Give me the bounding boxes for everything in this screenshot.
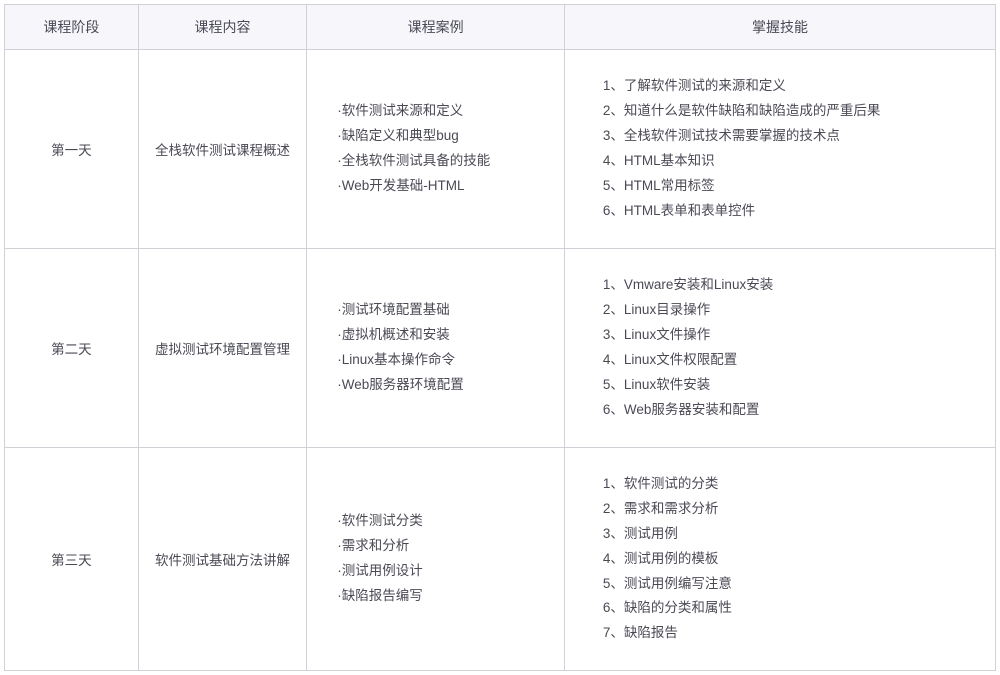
content-cell: 全栈软件测试课程概述 [138,50,306,249]
skill-item: 1、Vmware安装和Linux安装 [603,273,985,298]
case-item: ·软件测试来源和定义 [337,99,554,124]
case-item: ·测试用例设计 [337,559,554,584]
case-item: ·Web服务器环境配置 [337,373,554,398]
phase-cell: 第一天 [5,50,139,249]
header-phase: 课程阶段 [5,5,139,50]
case-item: ·缺陷报告编写 [337,584,554,609]
table-header-row: 课程阶段 课程内容 课程案例 掌握技能 [5,5,996,50]
case-cell: ·测试环境配置基础 ·虚拟机概述和安装 ·Linux基本操作命令 ·Web服务器… [307,248,565,447]
skill-item: 2、需求和需求分析 [603,497,985,522]
case-item: ·Linux基本操作命令 [337,348,554,373]
skill-item: 7、缺陷报告 [603,621,985,646]
skill-item: 3、Linux文件操作 [603,323,985,348]
skill-item: 2、知道什么是软件缺陷和缺陷造成的严重后果 [603,99,985,124]
skill-item: 6、Web服务器安装和配置 [603,398,985,423]
content-cell: 虚拟测试环境配置管理 [138,248,306,447]
skill-item: 1、软件测试的分类 [603,472,985,497]
skill-item: 4、Linux文件权限配置 [603,348,985,373]
skill-item: 3、全栈软件测试技术需要掌握的技术点 [603,124,985,149]
skill-cell: 1、软件测试的分类 2、需求和需求分析 3、测试用例 4、测试用例的模板 5、测… [564,447,995,671]
header-skill: 掌握技能 [564,5,995,50]
course-schedule-table: 课程阶段 课程内容 课程案例 掌握技能 第一天 全栈软件测试课程概述 ·软件测试… [4,4,996,671]
skill-item: 4、测试用例的模板 [603,547,985,572]
phase-cell: 第二天 [5,248,139,447]
case-item: ·Web开发基础-HTML [337,174,554,199]
case-cell: ·软件测试来源和定义 ·缺陷定义和典型bug ·全栈软件测试具备的技能 ·Web… [307,50,565,249]
phase-cell: 第三天 [5,447,139,671]
case-item: ·测试环境配置基础 [337,298,554,323]
content-cell: 软件测试基础方法讲解 [138,447,306,671]
skill-cell: 1、了解软件测试的来源和定义 2、知道什么是软件缺陷和缺陷造成的严重后果 3、全… [564,50,995,249]
case-item: ·全栈软件测试具备的技能 [337,149,554,174]
skill-item: 4、HTML基本知识 [603,149,985,174]
header-case: 课程案例 [307,5,565,50]
skill-item: 6、缺陷的分类和属性 [603,596,985,621]
table-body: 第一天 全栈软件测试课程概述 ·软件测试来源和定义 ·缺陷定义和典型bug ·全… [5,50,996,671]
table-row: 第一天 全栈软件测试课程概述 ·软件测试来源和定义 ·缺陷定义和典型bug ·全… [5,50,996,249]
case-item: ·缺陷定义和典型bug [337,124,554,149]
skill-cell: 1、Vmware安装和Linux安装 2、Linux目录操作 3、Linux文件… [564,248,995,447]
case-cell: ·软件测试分类 ·需求和分析 ·测试用例设计 ·缺陷报告编写 [307,447,565,671]
table-row: 第二天 虚拟测试环境配置管理 ·测试环境配置基础 ·虚拟机概述和安装 ·Linu… [5,248,996,447]
case-item: ·软件测试分类 [337,509,554,534]
header-content: 课程内容 [138,5,306,50]
skill-item: 5、测试用例编写注意 [603,572,985,597]
skill-item: 6、HTML表单和表单控件 [603,199,985,224]
case-item: ·需求和分析 [337,534,554,559]
skill-item: 5、HTML常用标签 [603,174,985,199]
skill-item: 5、Linux软件安装 [603,373,985,398]
skill-item: 1、了解软件测试的来源和定义 [603,74,985,99]
table-row: 第三天 软件测试基础方法讲解 ·软件测试分类 ·需求和分析 ·测试用例设计 ·缺… [5,447,996,671]
case-item: ·虚拟机概述和安装 [337,323,554,348]
skill-item: 2、Linux目录操作 [603,298,985,323]
